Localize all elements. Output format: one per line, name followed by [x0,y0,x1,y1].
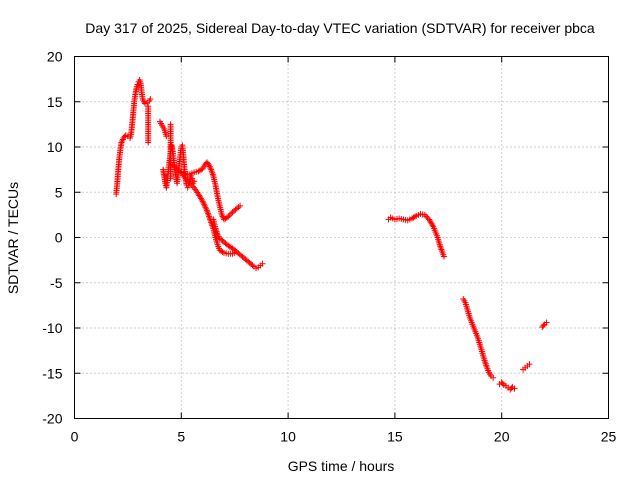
y-tick-label: -15 [42,365,62,381]
chart-title: Day 317 of 2025, Sidereal Day-to-day VTE… [85,20,595,36]
data-point [249,262,256,269]
series-segment [460,296,497,381]
data-point [228,210,235,217]
y-axis-title: SDTVAR / TECUs [5,182,21,294]
data-point [490,374,497,381]
series-segment [496,379,518,393]
data-point [540,322,547,329]
x-axis-title: GPS time / hours [288,458,395,474]
series-segment [145,103,152,146]
series-segment [178,169,238,257]
tick-layer: 0 5 10 15 20 25 -20 -15 -10 -5 0 5 10 15 20 [42,49,616,445]
data-point [134,81,141,88]
series-segment [210,216,266,272]
data-point [184,184,191,191]
x-tick-label: 25 [601,429,617,445]
data-point [511,385,518,392]
data-point [145,103,152,110]
series-segment [520,361,533,373]
data-layer [113,77,550,393]
y-tick-label: 5 [55,184,63,200]
data-point [259,260,266,267]
series-segment [113,77,154,198]
y-tick-label: 20 [47,49,63,65]
plot-frame [74,56,609,419]
series-segment [539,319,550,331]
x-tick-label: 5 [177,429,185,445]
data-point [543,319,550,326]
data-point [232,206,239,213]
series-segment [169,159,244,223]
data-point [526,361,533,368]
data-point [499,380,506,387]
y-tick-label: -10 [42,320,62,336]
data-point [163,133,170,140]
data-point [191,178,198,185]
y-tick-label: 10 [47,139,63,155]
data-point [441,253,448,260]
x-tick-label: 15 [387,429,403,445]
y-tick-label: 15 [47,94,63,110]
data-point [219,248,226,255]
x-tick-label: 20 [494,429,510,445]
data-point [237,202,244,209]
data-point [167,175,174,182]
series-segment [156,118,170,140]
y-tick-label: 0 [55,230,63,246]
grid-layer [74,56,609,419]
series-segment [385,210,448,260]
y-tick-label: -20 [42,411,62,427]
y-tick-label: -5 [50,275,63,291]
x-tick-label: 10 [280,429,296,445]
data-point [411,213,418,220]
x-tick-label: 0 [71,429,79,445]
data-point [147,96,154,103]
data-point [429,222,436,229]
